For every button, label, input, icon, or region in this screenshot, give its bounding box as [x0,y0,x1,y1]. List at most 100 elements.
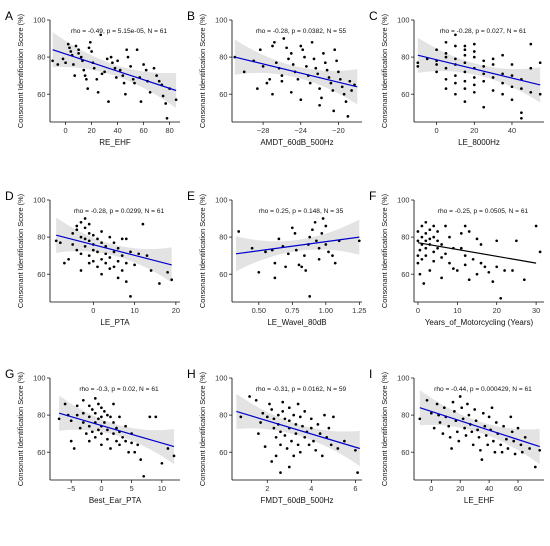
x-axis-label: LE_Wavel_80dB [267,318,326,327]
data-point [75,228,79,232]
y-tick-label: 100 [33,16,45,25]
data-point [154,415,158,419]
data-point [104,245,108,248]
data-point [86,87,90,90]
data-point [165,116,169,120]
data-point [502,424,505,428]
data-point [428,237,432,241]
data-point [454,57,457,61]
data-point [254,398,258,402]
panel-letter: F [369,189,376,203]
data-point [133,263,136,267]
data-point [261,65,265,68]
data-point [299,44,303,48]
x-tick-label: 80 [165,126,173,135]
data-point [100,415,103,419]
regression-line [417,242,537,264]
data-point [83,74,87,77]
data-point [272,417,276,421]
data-point [87,415,91,419]
data-point [145,254,149,257]
y-tick-label: 80 [37,53,45,62]
data-point [64,61,67,65]
data-point [325,68,329,72]
data-point [463,100,467,103]
data-point [501,92,504,96]
data-point [501,72,504,76]
data-point [79,235,83,239]
data-point [538,92,542,96]
data-point [432,426,436,430]
data-point [58,241,62,245]
data-point [298,415,302,419]
data-point [75,413,79,417]
data-point [116,246,120,250]
data-point [467,413,471,417]
data-point [259,421,262,424]
data-point [479,448,482,452]
y-tick-label: 60 [219,90,227,99]
data-point [457,439,461,443]
data-point [75,224,79,228]
data-point [273,261,277,265]
data-point [303,55,306,59]
data-point [109,415,112,419]
data-point [331,89,335,92]
data-point [271,92,274,96]
data-point [491,89,495,92]
data-point [108,235,112,239]
data-point [533,465,537,469]
data-point [90,50,93,53]
data-point [454,81,457,85]
data-point [309,426,313,430]
data-point [520,87,523,90]
data-point [87,254,91,257]
data-point [99,33,103,37]
data-point [453,410,456,413]
data-point [63,261,66,265]
data-point [289,52,293,55]
data-point [482,105,486,109]
data-point [87,424,91,428]
panel-letter: G [5,367,14,381]
data-point [296,443,300,447]
regression-line [234,56,358,88]
data-point [331,254,334,257]
data-point [105,57,109,61]
data-point [97,428,100,432]
data-point [118,443,121,447]
data-point [422,282,426,285]
data-point [136,443,140,447]
data-point [311,228,314,232]
data-point [425,398,429,402]
data-point [81,411,85,415]
data-point [483,265,487,269]
data-point [120,254,124,257]
data-point [343,439,346,443]
data-point [487,270,491,274]
data-point [294,423,298,426]
data-point [103,421,106,424]
data-point [463,48,467,52]
data-point [483,424,487,428]
data-point [279,443,282,447]
data-point [57,417,61,421]
data-point [100,72,104,76]
x-tick-label: −20 [332,126,345,135]
data-point [292,413,296,417]
data-point [69,419,73,423]
data-point [506,447,510,450]
data-point [82,68,86,72]
data-point [118,68,122,72]
x-tick-label: 0 [91,306,95,315]
data-point [459,232,463,235]
x-tick-label: 0 [435,126,439,135]
data-point [344,100,348,103]
data-point [444,87,448,90]
data-point [444,52,448,55]
data-point [472,90,476,94]
data-point [79,252,83,256]
data-point [460,406,464,410]
